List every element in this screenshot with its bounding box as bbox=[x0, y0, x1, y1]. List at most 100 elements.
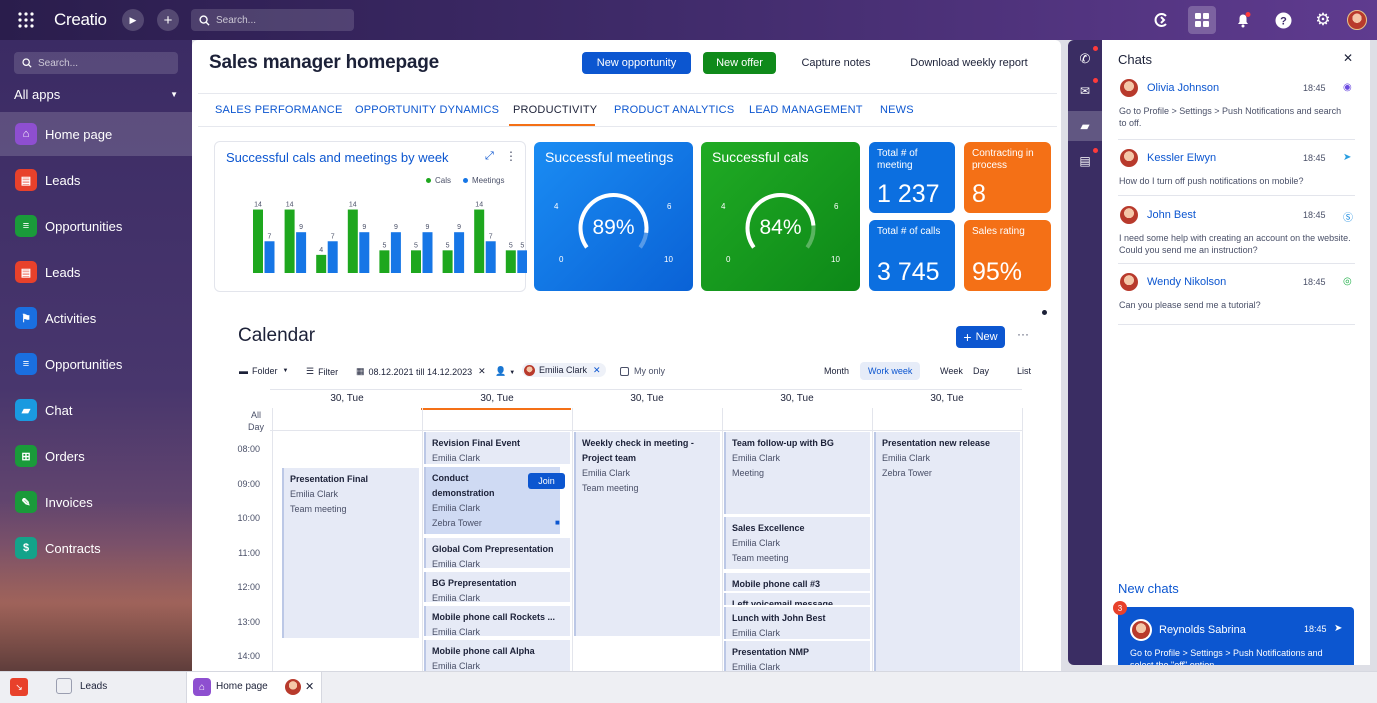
total-calls-card[interactable]: Total # of calls 3 745 bbox=[869, 220, 955, 291]
user-avatar[interactable] bbox=[1347, 10, 1367, 30]
user-chip[interactable]: Emilia Clark ✕ bbox=[522, 363, 606, 377]
calendar-event[interactable]: Mobile phone call #3 bbox=[724, 573, 870, 591]
view-month[interactable]: Month bbox=[824, 366, 850, 376]
calendar-event[interactable]: Presentation NMP Emilia Clark bbox=[724, 641, 870, 671]
chat-list-item[interactable]: John Best 18:45 Ⓢ I need some help with cre… bbox=[1118, 203, 1355, 264]
sidebar-item-chat[interactable]: ▰ Chat bbox=[0, 388, 192, 432]
search-input[interactable]: Search... bbox=[216, 14, 257, 26]
view-list[interactable]: List bbox=[1017, 366, 1032, 376]
chat-icon[interactable]: ▰ bbox=[1068, 111, 1102, 141]
bar-meetings-2 bbox=[327, 241, 338, 273]
bell-icon[interactable] bbox=[1232, 9, 1254, 31]
leads-app-icon[interactable]: ↘ bbox=[10, 678, 28, 696]
sidebar-item-opportunities[interactable]: ≡ Opportunities bbox=[0, 342, 192, 386]
sidebar-item-contracts[interactable]: $ Contracts bbox=[0, 526, 192, 570]
sidebar-item-leads[interactable]: ▤ Leads bbox=[0, 250, 192, 294]
tab-productivity[interactable]: PRODUCTIVITY bbox=[513, 104, 598, 116]
sidebar-item-activities[interactable]: ⚑ Activities bbox=[0, 296, 192, 340]
calendar-event[interactable]: Mobile phone call Alpha Emilia Clark bbox=[424, 640, 570, 671]
global-search[interactable]: Search... bbox=[191, 9, 354, 31]
main-panel: Sales manager homepage New opportunity N… bbox=[192, 40, 1061, 671]
mail-icon[interactable]: ✉ bbox=[1079, 84, 1091, 98]
help-icon[interactable]: ? bbox=[1272, 9, 1294, 31]
calendar-event[interactable]: Weekly check in meeting - Project team Em… bbox=[574, 432, 720, 636]
date-range-chip[interactable]: ▦ 08.12.2021 till 14.12.2023 ✕ bbox=[356, 366, 486, 377]
calendar-event[interactable]: Left voicemail message bbox=[724, 593, 870, 605]
creatio-ai-icon[interactable] bbox=[1150, 9, 1172, 31]
tab-lead-management[interactable]: LEAD MANAGEMENT bbox=[749, 104, 863, 116]
close-icon[interactable]: ✕ bbox=[1343, 51, 1354, 65]
new-chat-card[interactable]: Reynolds Sabrina 18:45 ➤ Go to Profile >… bbox=[1118, 607, 1354, 665]
apps-grid-icon[interactable] bbox=[16, 10, 36, 30]
leads-tab-icon bbox=[56, 678, 72, 694]
total-meeting-card[interactable]: Total # of meeting 1 237 bbox=[869, 142, 955, 213]
sidebar-item-opportunities[interactable]: ≡ Opportunities bbox=[0, 204, 192, 248]
calendar-new-button[interactable]: + New bbox=[956, 326, 1005, 348]
day-header[interactable]: 30, Tue bbox=[480, 393, 514, 404]
calendar-more-icon[interactable]: ··· bbox=[1017, 327, 1029, 341]
chart-widget: Successful cals and meetings by week ⤢ ⋮… bbox=[214, 141, 527, 292]
calendar-event[interactable]: Sales Excellence Emilia Clark Team meeting bbox=[724, 517, 870, 569]
sidebar-search-input[interactable]: Search... bbox=[38, 57, 79, 69]
calendar-event[interactable]: BG Prepresentation Emilia Clark bbox=[424, 572, 570, 602]
my-only-checkbox[interactable]: My only bbox=[620, 366, 665, 376]
close-icon[interactable]: ✕ bbox=[305, 681, 315, 693]
event-title: Revision Final Event bbox=[432, 438, 521, 448]
calendar-event[interactable]: Presentation new release Emilia Clark Zebr… bbox=[874, 432, 1020, 671]
calendar-event[interactable]: Revision Final Event Emilia Clark bbox=[424, 432, 570, 464]
dashboard-icon[interactable] bbox=[1188, 6, 1216, 34]
play-icon[interactable]: ▶ bbox=[122, 9, 144, 31]
contracting-card[interactable]: Contracting in process 8 bbox=[964, 142, 1051, 213]
calendar-event[interactable]: Global Com Prepresentation Emilia Clark bbox=[424, 538, 570, 568]
close-icon[interactable]: ✕ bbox=[478, 366, 486, 376]
successful-cals-card[interactable]: Successful cals 84% 4 6 0 10 bbox=[701, 142, 860, 291]
day-header[interactable]: 30, Tue bbox=[930, 393, 964, 404]
settings-dot-icon[interactable] bbox=[1042, 310, 1047, 315]
column-divider bbox=[272, 408, 273, 671]
tab-news[interactable]: NEWS bbox=[880, 104, 914, 116]
sidebar-item-home-page[interactable]: ⌂ Home page bbox=[0, 112, 192, 156]
taskbar-tab-home[interactable]: ⌂ Home page ✕ bbox=[186, 672, 322, 703]
view-week[interactable]: Week bbox=[940, 366, 963, 376]
sidebar-item-invoices[interactable]: ✎ Invoices bbox=[0, 480, 192, 524]
chat-list-item[interactable]: Olivia Johnson 18:45 ◉ Go to Profile > Sett… bbox=[1118, 76, 1355, 140]
calendar-event[interactable]: Presentation Final Emilia Clark Team meeti… bbox=[282, 468, 419, 638]
sales-rating-card[interactable]: Sales rating 95% bbox=[964, 220, 1051, 291]
new-offer-button[interactable]: New offer bbox=[703, 52, 776, 74]
tab-sales-performance[interactable]: SALES PERFORMANCE bbox=[215, 104, 343, 116]
calendar-event[interactable]: Team follow-up with BG Emilia Clark Meetin… bbox=[724, 432, 870, 514]
all-apps-dropdown[interactable]: All apps ▼ bbox=[14, 85, 178, 103]
download-report-button[interactable]: Download weekly report bbox=[910, 57, 1028, 69]
folder-icon: ▬ bbox=[239, 366, 248, 376]
gear-icon[interactable]: ⚙ bbox=[1315, 10, 1331, 29]
view-day[interactable]: Day bbox=[973, 366, 990, 376]
day-header[interactable]: 30, Tue bbox=[330, 393, 364, 404]
day-header[interactable]: 30, Tue bbox=[630, 393, 664, 404]
more-icon[interactable]: ⋮ bbox=[505, 149, 517, 163]
app-logo[interactable]: Creatio bbox=[54, 10, 107, 29]
chat-list-item[interactable]: Kessler Elwyn 18:45 ➤ How do I turn off pus… bbox=[1118, 146, 1355, 196]
successful-meetings-card[interactable]: Successful meetings 89% 4 6 0 10 bbox=[534, 142, 693, 291]
filter-button[interactable]: ☰ Filter bbox=[306, 366, 338, 377]
view-work-week[interactable]: Work week bbox=[860, 362, 921, 380]
taskbar-tab-leads[interactable]: Leads bbox=[56, 678, 107, 694]
capture-notes-button[interactable]: Capture notes bbox=[801, 57, 871, 69]
sidebar-item-orders[interactable]: ⊞ Orders bbox=[0, 434, 192, 478]
calendar-event[interactable]: Lunch with John Best Emilia Clark bbox=[724, 607, 870, 639]
phone-icon[interactable]: ✆ bbox=[1079, 51, 1091, 66]
new-opportunity-button[interactable]: New opportunity bbox=[582, 52, 691, 74]
sidebar-search[interactable]: Search... bbox=[14, 52, 178, 74]
sidebar-item-leads[interactable]: ▤ Leads bbox=[0, 158, 192, 202]
notes-icon[interactable]: ▤ bbox=[1079, 154, 1091, 168]
calendar-event[interactable]: Mobile phone call Rockets ... Emilia Clar… bbox=[424, 606, 570, 636]
chat-list-item[interactable]: Wendy Nikolson 18:45 ◎ Can you please send … bbox=[1118, 270, 1355, 325]
folder-dropdown[interactable]: ▬ Folder ▼ bbox=[239, 366, 288, 376]
close-icon[interactable]: ✕ bbox=[593, 364, 601, 375]
add-icon[interactable]: + bbox=[157, 9, 179, 31]
day-header[interactable]: 30, Tue bbox=[780, 393, 814, 404]
join-button[interactable]: Join bbox=[528, 473, 565, 489]
tab-opportunity-dynamics[interactable]: OPPORTUNITY DYNAMICS bbox=[355, 104, 500, 116]
expand-icon[interactable]: ⤢ bbox=[485, 150, 494, 162]
user-filter-dropdown[interactable]: 👤 ▼ bbox=[495, 366, 515, 377]
tab-product-analytics[interactable]: PRODUCT ANALYTICS bbox=[614, 104, 735, 116]
